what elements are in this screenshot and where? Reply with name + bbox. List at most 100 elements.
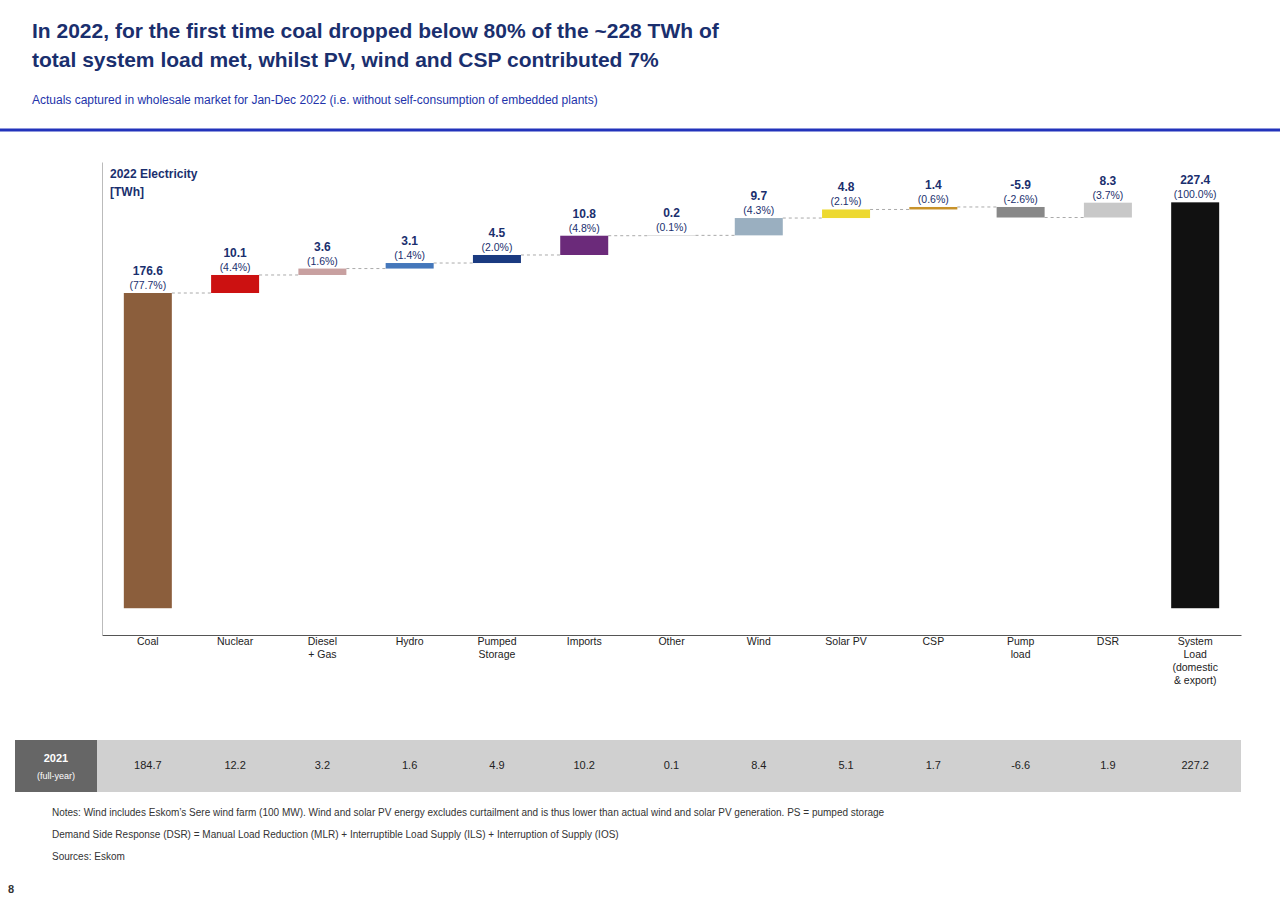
value-label: 10.1 [223, 246, 247, 260]
share-label: (-2.6%) [1003, 193, 1037, 205]
x-tick-label: Hydro [396, 635, 424, 647]
comparison-value: 1.7 [926, 759, 941, 771]
share-label: (2.1%) [831, 195, 862, 207]
note: Notes: Wind includes Eskom’s Sere wind f… [52, 807, 885, 818]
chart: In 2022, for the first time coal dropped… [0, 0, 1280, 901]
value-label: 3.1 [401, 234, 418, 248]
comparison-value: 5.1 [838, 759, 853, 771]
bar [560, 236, 608, 255]
share-label: (4.8%) [569, 222, 600, 234]
comparison-value: 8.4 [751, 759, 766, 771]
value-label: 227.4 [1180, 173, 1210, 187]
bar [909, 207, 957, 209]
connector [259, 274, 298, 275]
notes: Notes: Wind includes Eskom’s Sere wind f… [52, 807, 885, 862]
x-tick-label: PumpedStorage [477, 635, 516, 660]
x-tick: DSR [1097, 635, 1120, 647]
page-label: 8 [8, 883, 14, 895]
connector [870, 209, 909, 210]
comparison-value: 0.1 [664, 759, 679, 771]
value-label: 8.3 [1100, 174, 1117, 188]
comparison-value: 227.2 [1181, 759, 1209, 771]
comparison-value: 12.2 [224, 759, 245, 771]
value-label: 176.6 [133, 264, 163, 278]
comparison-value: 1.9 [1100, 759, 1115, 771]
share-label: (4.4%) [220, 261, 251, 273]
y-axis-line [102, 163, 103, 636]
connector [1045, 217, 1084, 218]
x-tick: Other [658, 635, 685, 647]
bar [298, 269, 346, 275]
x-tick-label: DSR [1097, 635, 1120, 647]
separator [0, 129, 1280, 132]
title: In 2022, for the first time coal dropped… [32, 19, 720, 71]
note: Sources: Eskom [52, 851, 125, 862]
x-tick: CSP [923, 635, 945, 647]
bar [647, 235, 695, 236]
bar [822, 209, 870, 218]
bar [1171, 202, 1219, 608]
bar [473, 255, 521, 263]
subtitle: Actuals captured in wholesale market for… [32, 93, 598, 107]
x-tick-label: Coal [137, 635, 159, 647]
share-label: (100.0%) [1174, 188, 1217, 200]
share-label: (3.7%) [1092, 189, 1123, 201]
value-label: 1.4 [925, 178, 942, 192]
share-label: (77.7%) [129, 279, 166, 291]
bar [124, 293, 172, 608]
x-tick: Diesel+ Gas [308, 635, 337, 660]
comparison-value: 184.7 [134, 759, 162, 771]
x-tick: Pumpload [1007, 635, 1035, 660]
value-label: 3.6 [314, 240, 331, 254]
comparison-value: 1.6 [402, 759, 417, 771]
y-label: 2022 Electricity[TWh] [110, 167, 198, 199]
x-tick-label: CSP [923, 635, 945, 647]
x-tick: Hydro [396, 635, 424, 647]
note: Demand Side Response (DSR) = Manual Load… [52, 829, 619, 840]
comparison-label-bg [15, 740, 97, 792]
x-tick-label: Pumpload [1007, 635, 1035, 660]
connector [608, 235, 647, 236]
value-label: -5.9 [1010, 178, 1031, 192]
x-tick-label: Wind [747, 635, 771, 647]
x-tick: Coal [137, 635, 159, 647]
x-tick: Nuclear [217, 635, 254, 647]
plot-area [124, 202, 1219, 608]
x-axis: Coal Nuclear Diesel+ Gas Hydro PumpedStorage… [103, 635, 1242, 686]
x-tick: Solar PV [825, 635, 866, 647]
bar [386, 263, 434, 269]
share-label: (2.0%) [481, 241, 512, 253]
x-tick: Wind [747, 635, 771, 647]
x-tick-label: Nuclear [217, 635, 254, 647]
share-label: (1.4%) [394, 249, 425, 261]
value-label: 9.7 [750, 189, 767, 203]
comparison-value: 4.9 [489, 759, 504, 771]
data-labels: 176.610.13.63.14.510.80.29.74.81.4-5.98.… [129, 173, 1216, 291]
x-tick-label: Imports [567, 635, 602, 647]
comparison-value: 3.2 [315, 759, 330, 771]
connector [434, 263, 473, 264]
comparison-value: 10.2 [574, 759, 595, 771]
comparison-row-bg [15, 740, 1241, 792]
bar [1084, 203, 1132, 218]
share-label: (1.6%) [307, 255, 338, 267]
value-label: 4.8 [838, 180, 855, 194]
value-label: 0.2 [663, 206, 680, 220]
value-label: 4.5 [489, 226, 506, 240]
y-axis [102, 163, 103, 636]
connector [521, 254, 560, 255]
connector [172, 293, 211, 294]
bar [997, 207, 1045, 218]
x-tick: Imports [567, 635, 602, 647]
x-tick: PumpedStorage [477, 635, 516, 660]
connector [783, 218, 822, 219]
bar [735, 218, 783, 235]
x-tick-label: Diesel+ Gas [308, 635, 337, 660]
comparison-row: 2021(full-year)184.712.23.21.64.910.20.1… [15, 740, 1241, 792]
share-label: (0.1%) [656, 221, 687, 233]
x-tick-label: Other [658, 635, 685, 647]
comparison-name: 2021 [44, 752, 68, 764]
x-tick: SystemLoad(domestic& export) [1172, 635, 1218, 686]
connector [346, 268, 385, 269]
x-tick-label: Solar PV [825, 635, 866, 647]
